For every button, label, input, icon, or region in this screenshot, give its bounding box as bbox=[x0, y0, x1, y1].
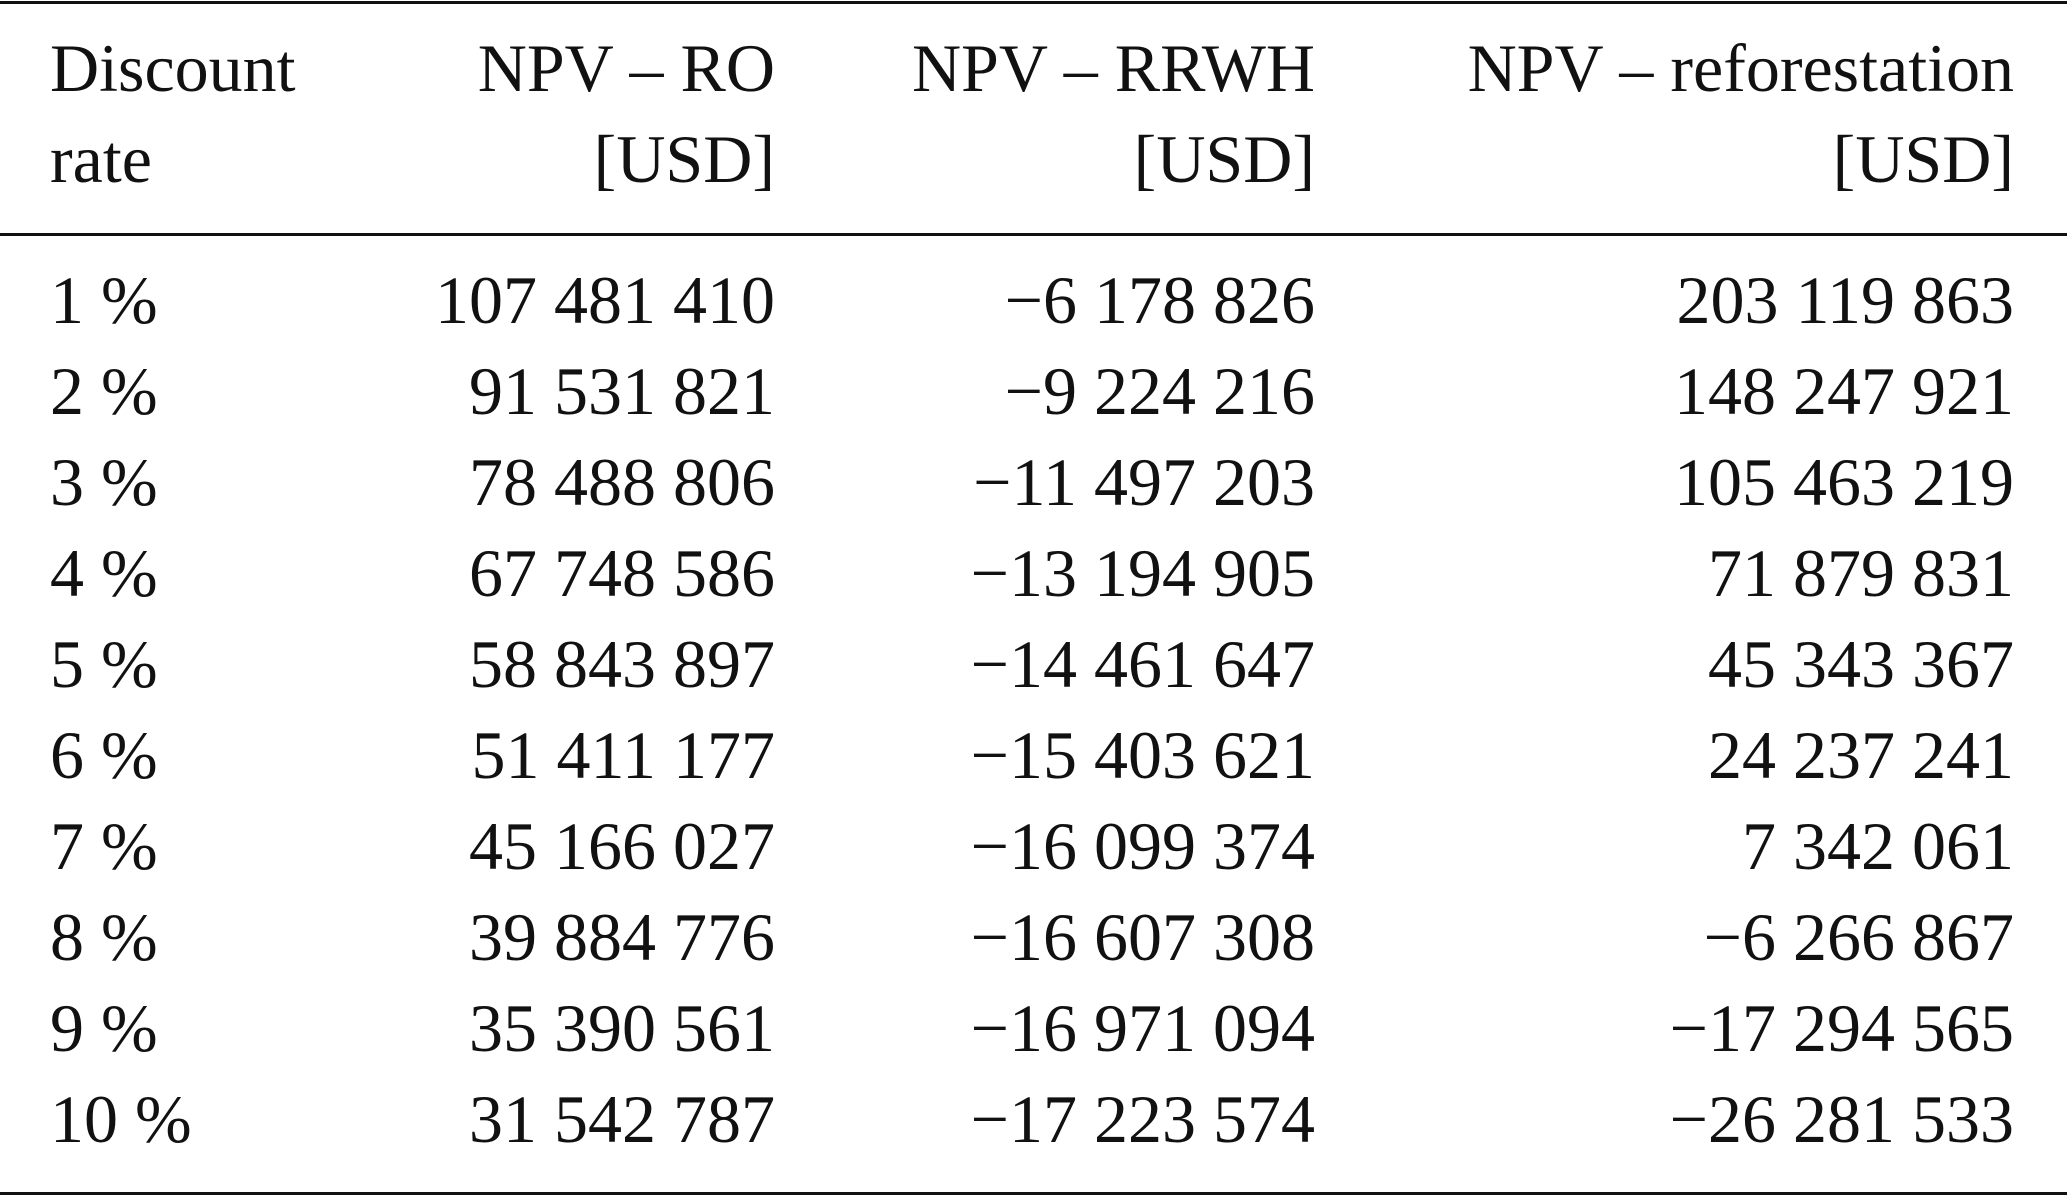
header-cell: [USD] bbox=[593, 121, 775, 197]
value-cell: −16 971 094 bbox=[970, 990, 1315, 1066]
rate-cell: 5 % bbox=[50, 626, 158, 702]
value-cell: 58 843 897 bbox=[469, 626, 775, 702]
header-cell: NPV – RO bbox=[477, 30, 775, 106]
rate-cell: 7 % bbox=[50, 808, 158, 884]
value-cell: 71 879 831 bbox=[1708, 535, 2014, 611]
value-cell: −16 099 374 bbox=[970, 808, 1315, 884]
value-cell: −16 607 308 bbox=[970, 899, 1315, 975]
value-cell: −9 224 216 bbox=[1004, 353, 1315, 429]
rate-cell: 8 % bbox=[50, 899, 158, 975]
value-cell: 39 884 776 bbox=[469, 899, 775, 975]
rate-cell: 10 % bbox=[50, 1081, 192, 1157]
value-cell: −6 266 867 bbox=[1703, 899, 2014, 975]
header-cell: NPV – reforestation bbox=[1467, 30, 2014, 106]
value-cell: −11 497 203 bbox=[973, 444, 1315, 520]
value-cell: 148 247 921 bbox=[1674, 353, 2014, 429]
value-cell: −13 194 905 bbox=[970, 535, 1315, 611]
value-cell: −6 178 826 bbox=[1004, 262, 1315, 338]
value-cell: −15 403 621 bbox=[970, 717, 1315, 793]
value-cell: 45 166 027 bbox=[469, 808, 775, 884]
value-cell: 51 411 177 bbox=[471, 717, 775, 793]
value-cell: 78 488 806 bbox=[469, 444, 775, 520]
rate-cell: 1 % bbox=[50, 262, 158, 338]
mid-rule bbox=[0, 233, 2067, 236]
rate-cell: 3 % bbox=[50, 444, 158, 520]
rate-cell: 9 % bbox=[50, 990, 158, 1066]
value-cell: 31 542 787 bbox=[469, 1081, 775, 1157]
rate-cell: 2 % bbox=[50, 353, 158, 429]
bottom-rule bbox=[0, 1192, 2067, 1195]
header-cell: Discount bbox=[50, 30, 296, 106]
rate-cell: 4 % bbox=[50, 535, 158, 611]
value-cell: 105 463 219 bbox=[1674, 444, 2014, 520]
value-cell: −14 461 647 bbox=[970, 626, 1315, 702]
value-cell: 107 481 410 bbox=[435, 262, 775, 338]
value-cell: 67 748 586 bbox=[469, 535, 775, 611]
rate-cell: 6 % bbox=[50, 717, 158, 793]
value-cell: 203 119 863 bbox=[1676, 262, 2014, 338]
value-cell: 45 343 367 bbox=[1708, 626, 2014, 702]
header-cell: [USD] bbox=[1832, 121, 2014, 197]
value-cell: −17 223 574 bbox=[970, 1081, 1315, 1157]
value-cell: 35 390 561 bbox=[469, 990, 775, 1066]
value-cell: 91 531 821 bbox=[469, 353, 775, 429]
value-cell: −26 281 533 bbox=[1669, 1081, 2014, 1157]
top-rule bbox=[0, 1, 2067, 4]
value-cell: 7 342 061 bbox=[1742, 808, 2014, 884]
header-cell: rate bbox=[50, 121, 152, 197]
value-cell: 24 237 241 bbox=[1708, 717, 2014, 793]
header-cell: [USD] bbox=[1133, 121, 1315, 197]
value-cell: −17 294 565 bbox=[1669, 990, 2014, 1066]
header-cell: NPV – RRWH bbox=[911, 30, 1315, 106]
